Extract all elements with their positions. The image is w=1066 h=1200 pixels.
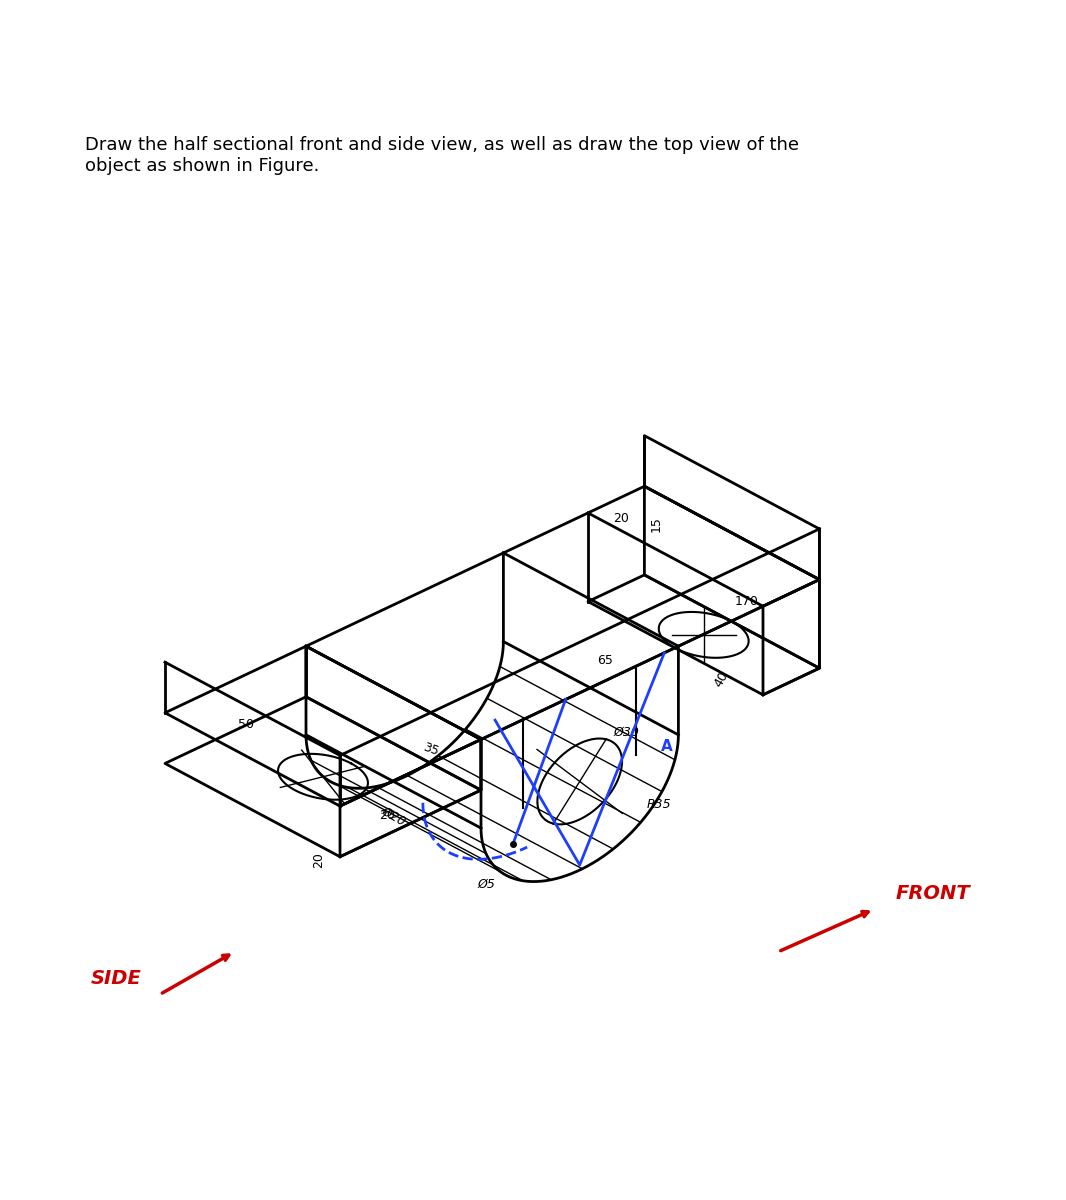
Text: A: A — [661, 739, 673, 754]
Text: Ø5: Ø5 — [478, 878, 496, 892]
Text: 170: 170 — [734, 595, 759, 607]
Text: R35: R35 — [647, 798, 672, 811]
Text: 20: 20 — [613, 511, 629, 524]
Text: 20: 20 — [311, 852, 325, 868]
Text: SIDE: SIDE — [91, 968, 142, 988]
Text: FRONT: FRONT — [895, 883, 970, 902]
Text: 65: 65 — [597, 654, 613, 667]
Text: 50: 50 — [239, 718, 255, 731]
Text: 15: 15 — [650, 516, 663, 532]
Text: Ø30: Ø30 — [613, 726, 639, 738]
Text: 40: 40 — [711, 670, 730, 690]
Text: 20: 20 — [378, 809, 394, 822]
Text: Draw the half sectional front and side view, as well as draw the top view of the: Draw the half sectional front and side v… — [85, 137, 800, 175]
Text: 35: 35 — [421, 740, 440, 758]
Text: Ø20: Ø20 — [378, 805, 408, 829]
